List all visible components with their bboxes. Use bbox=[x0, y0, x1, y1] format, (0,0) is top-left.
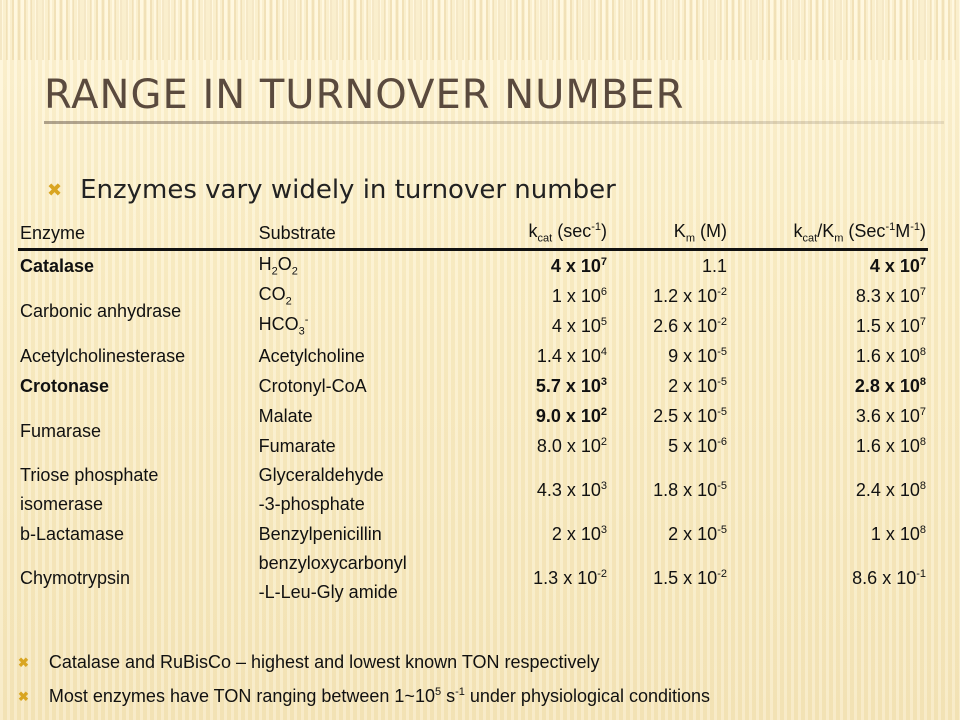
header-km: Km (M) bbox=[609, 218, 729, 251]
substrate-cell: Acetylcholine bbox=[258, 345, 365, 366]
table-row: Fumarase Malate 9.0 x 102 2.5 x 10-5 3.6… bbox=[18, 401, 928, 441]
ratio-cell: 1.6 x 108 bbox=[855, 345, 926, 366]
km-cell: 2 x 10-5 bbox=[668, 523, 727, 544]
km-cell: 1.2 x 10-2 bbox=[653, 285, 727, 306]
kcat-cell: 8.0 x 102 bbox=[536, 435, 607, 456]
enzyme-cell: b-Lactamase bbox=[20, 523, 125, 544]
km-cell: 1.8 x 10-5 bbox=[653, 479, 727, 500]
substrate-cell: HCO3- bbox=[258, 314, 309, 338]
ratio-cell: 8.3 x 107 bbox=[855, 285, 926, 306]
table-row: b-Lactamase Benzylpenicillin 2 x 103 2 x… bbox=[18, 519, 928, 549]
kcat-cell: 1.3 x 10-2 bbox=[533, 567, 607, 588]
substrate-cell: Malate bbox=[258, 405, 313, 426]
ratio-cell: 1.6 x 108 bbox=[855, 435, 926, 456]
turnover-table: Enzyme Substrate kcat (sec-1) Km (M) kca… bbox=[18, 218, 928, 607]
ratio-cell: 1 x 108 bbox=[870, 523, 926, 544]
kcat-cell: 4.3 x 103 bbox=[536, 479, 607, 500]
enzyme-cell: Carbonic anhydrase bbox=[20, 300, 182, 321]
table-row: Chymotrypsin benzyloxycarbonyl -L-Leu-Gly… bbox=[18, 549, 928, 607]
decorative-top-strip bbox=[0, 0, 960, 60]
km-cell: 1.1 bbox=[701, 255, 727, 276]
ratio-cell: 2.8 x 108 bbox=[854, 375, 926, 396]
table-row: Fumarate 8.0 x 102 5 x 10-6 1.6 x 108 bbox=[18, 431, 928, 461]
note-2: ✖ Most enzymes have TON ranging between … bbox=[18, 686, 710, 707]
enzyme-cell: Fumarase bbox=[20, 420, 102, 441]
km-cell: 2 x 10-5 bbox=[668, 375, 727, 396]
title-divider bbox=[44, 121, 944, 124]
kcat-cell: 4 x 105 bbox=[551, 315, 607, 336]
main-bullet: ✖ Enzymes vary widely in turnover number bbox=[47, 175, 616, 205]
slide-title: RANGE IN TURNOVER NUMBER bbox=[44, 72, 685, 118]
km-cell: 2.5 x 10-5 bbox=[653, 405, 727, 426]
table-row: Carbonic anhydrase CO2 1 x 106 1.2 x 10-… bbox=[18, 281, 928, 320]
kcat-cell: 2 x 103 bbox=[551, 523, 607, 544]
enzyme-cell: Crotonase bbox=[20, 375, 110, 396]
x-bullet-icon: ✖ bbox=[18, 688, 29, 704]
substrate-cell: Glyceraldehyde -3-phosphate bbox=[258, 465, 384, 514]
table-row: HCO3- 4 x 105 2.6 x 10-2 1.5 x 107 bbox=[18, 311, 928, 341]
x-bullet-icon: ✖ bbox=[47, 179, 63, 201]
ratio-cell: 2.4 x 108 bbox=[855, 479, 926, 500]
substrate-cell: Benzylpenicillin bbox=[258, 523, 382, 544]
km-cell: 5 x 10-6 bbox=[668, 435, 727, 456]
kcat-cell: 1.4 x 104 bbox=[536, 345, 607, 366]
enzyme-cell: Chymotrypsin bbox=[20, 567, 131, 588]
km-cell: 1.5 x 10-2 bbox=[653, 567, 727, 588]
ratio-cell: 4 x 107 bbox=[869, 255, 926, 276]
enzyme-cell: Triose phosphate isomerase bbox=[20, 465, 159, 514]
substrate-cell: H2O2 bbox=[258, 254, 298, 278]
header-enzyme: Enzyme bbox=[18, 218, 257, 251]
main-bullet-text: Enzymes vary widely in turnover number bbox=[80, 175, 616, 205]
enzyme-cell: Catalase bbox=[20, 255, 95, 276]
header-kcat: kcat (sec-1) bbox=[486, 218, 609, 251]
enzyme-cell: Acetylcholinesterase bbox=[20, 345, 186, 366]
kcat-cell: 5.7 x 103 bbox=[535, 375, 607, 396]
kcat-cell: 4 x 107 bbox=[550, 255, 607, 276]
substrate-cell: Fumarate bbox=[258, 435, 336, 456]
table-header-row: Enzyme Substrate kcat (sec-1) Km (M) kca… bbox=[18, 218, 928, 251]
ratio-cell: 3.6 x 107 bbox=[855, 405, 926, 426]
note-2-text: Most enzymes have TON ranging between 1~… bbox=[48, 686, 711, 706]
kcat-cell: 9.0 x 102 bbox=[535, 405, 607, 426]
kcat-cell: 1 x 106 bbox=[551, 285, 607, 306]
table-row: Catalase H2O2 4 x 107 1.1 4 x 107 bbox=[18, 250, 928, 282]
substrate-cell: benzyloxycarbonyl -L-Leu-Gly amide bbox=[258, 553, 407, 602]
header-kcat-km: kcat/Km (Sec-1M-1) bbox=[728, 218, 928, 251]
table-row: Crotonase Crotonyl-CoA 5.7 x 103 2 x 10-… bbox=[18, 371, 928, 401]
note-1-text: Catalase and RuBisCo – highest and lowes… bbox=[48, 652, 600, 672]
table-row: Acetylcholinesterase Acetylcholine 1.4 x… bbox=[18, 341, 928, 371]
header-substrate: Substrate bbox=[256, 218, 487, 251]
table-row: Triose phosphate isomerase Glyceraldehyde… bbox=[18, 461, 928, 519]
substrate-cell: CO2 bbox=[258, 284, 292, 308]
ratio-cell: 1.5 x 107 bbox=[855, 315, 926, 336]
x-bullet-icon: ✖ bbox=[18, 654, 29, 670]
km-cell: 9 x 10-5 bbox=[668, 345, 727, 366]
substrate-cell: Crotonyl-CoA bbox=[258, 375, 367, 396]
ratio-cell: 8.6 x 10-1 bbox=[852, 567, 926, 588]
km-cell: 2.6 x 10-2 bbox=[653, 315, 727, 336]
note-1: ✖ Catalase and RuBisCo – highest and low… bbox=[18, 652, 600, 673]
